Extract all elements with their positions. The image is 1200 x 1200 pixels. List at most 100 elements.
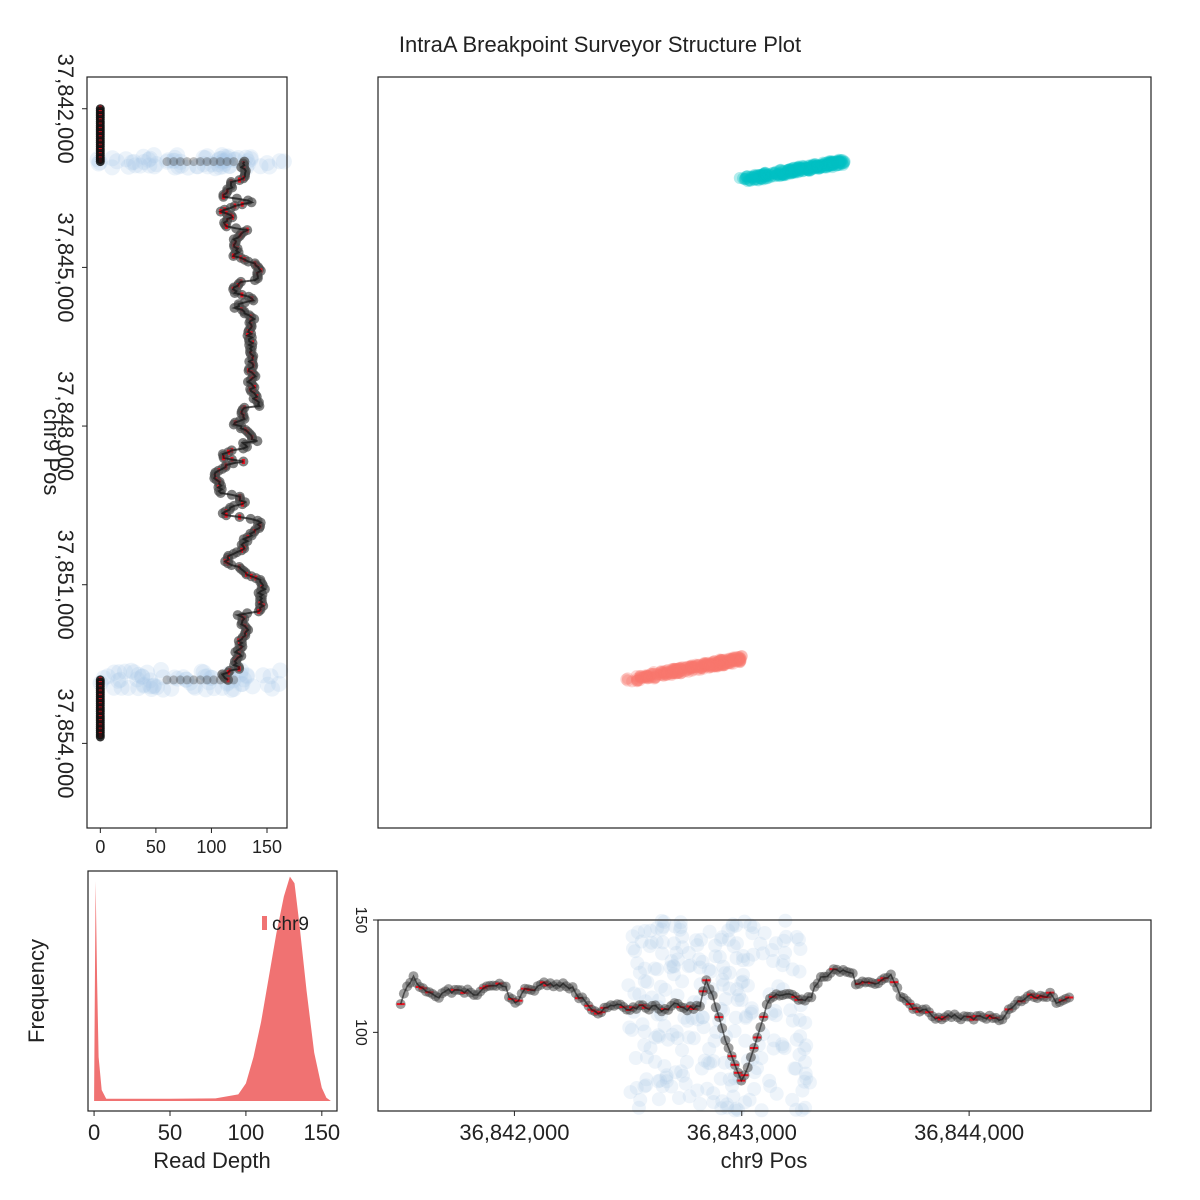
breakpoint-read-point-pos [692,658,705,671]
left-background-point [178,671,195,688]
breakpoint-read-point-pos [697,660,709,673]
left-background-point [187,679,204,696]
breakpoint-read-point-pos [684,661,696,674]
breakpoint-read-point-neg [782,163,795,176]
left-background-point [197,681,214,698]
breakpoint-read-point-pos [638,670,651,683]
bottom-background-point [789,1102,804,1117]
left-background-point [140,151,157,168]
bottom-background-point [625,929,640,944]
breakpoint-read-point-neg [833,159,846,171]
left-background-point [195,149,212,166]
breakpoint-read-point-neg [796,165,809,178]
breakpoint-read-point-pos [710,657,723,669]
breakpoint-read-point-neg [742,173,755,186]
legend-swatch [262,916,267,930]
bottom-background-point [697,1053,712,1068]
left-background-point [204,669,220,686]
breakpoint-read-point-neg [802,164,815,177]
bottom-background-point [651,1092,666,1107]
breakpoint-read-point-neg [746,171,759,184]
bottom-background-point [701,962,716,977]
breakpoint-read-point-pos [631,674,643,687]
bottom-background-point [639,1078,653,1093]
bottom-background-point [692,952,707,967]
bottom-background-point [754,1051,769,1066]
breakpoint-read-point-pos [696,660,709,673]
bottom-background-point [798,1055,813,1069]
left-background-point [206,680,222,697]
breakpoint-read-point-pos [706,659,719,672]
breakpoint-read-point-neg [771,168,784,181]
breakpoint-read-point-neg [785,167,798,180]
bottom-background-point [672,1091,686,1105]
breakpoint-read-point-pos [667,664,680,677]
left-background-point [135,148,152,165]
left-background-point [143,681,160,697]
left-background-point [135,154,152,170]
breakpoint-read-point-neg [753,168,766,181]
breakpoint-read-point-neg [825,158,837,171]
left-depth-point [229,157,239,167]
bottom-background-point [706,1054,721,1069]
left-background-point [145,147,162,164]
left-background-point [214,153,231,170]
breakpoint-read-point-pos [728,654,741,667]
left-background-point [108,153,125,170]
bottom-background-point [647,961,662,976]
left-background-point [221,157,238,174]
breakpoint-read-point-neg [759,171,772,184]
breakpoint-read-point-pos [674,662,687,675]
left-background-point [170,158,187,175]
bottom-background-point [653,979,668,994]
left-background-point [166,159,183,176]
breakpoint-read-point-neg [827,158,840,171]
breakpoint-read-point-pos [647,670,660,683]
breakpoint-read-point-pos [666,667,679,680]
bottom-background-point [732,988,747,1003]
breakpoint-read-point-pos [713,658,725,671]
left-background-point [195,664,212,681]
left-background-point [275,153,292,170]
left-background-point [211,159,228,176]
bottom-background-point [789,930,804,944]
breakpoint-read-point-neg [794,164,807,177]
breakpoint-read-point-neg [738,173,751,186]
breakpoint-read-point-pos [676,661,689,674]
breakpoint-read-point-neg [811,160,824,173]
bottom-background-point [722,981,737,996]
bottom-background-point [726,939,741,954]
breakpoint-read-point-neg [787,166,800,179]
breakpoint-read-point-pos [713,655,726,668]
bottom-y-ticks: 100 150 [352,907,378,1046]
breakpoint-read-point-neg [802,159,815,172]
breakpoint-read-point-neg [824,156,837,169]
breakpoint-read-point-pos [713,659,726,672]
breakpoint-read-point-neg [784,163,797,176]
breakpoint-read-point-pos [674,667,687,680]
breakpoint-read-point-pos [712,657,725,670]
breakpoint-read-point-neg [822,157,835,170]
breakpoint-read-point-pos [626,675,639,688]
breakpoint-read-point-neg [813,162,826,174]
breakpoint-read-point-neg [806,161,819,174]
breakpoint-read-point-neg [808,162,820,175]
breakpoint-read-point-neg [757,169,770,182]
left-background-point [210,152,227,169]
breakpoint-read-point-neg [800,162,813,175]
breakpoint-read-point-neg [814,159,827,172]
bottom-background-point [666,959,681,974]
bottom-background-point [682,1089,697,1104]
bottom-background-point [649,934,664,949]
breakpoint-read-point-neg [832,153,845,166]
breakpoint-read-point-neg [814,161,827,173]
breakpoint-read-point-neg [820,159,833,172]
breakpoint-read-point-neg [830,159,843,172]
breakpoint-read-point-neg [796,165,809,177]
bottom-depth-line [399,968,1070,1083]
left-background-point [218,152,235,169]
breakpoint-read-point-neg [811,160,824,173]
breakpoint-read-point-neg [748,168,761,181]
breakpoint-read-point-neg [832,154,845,167]
breakpoint-read-point-pos [649,671,662,684]
